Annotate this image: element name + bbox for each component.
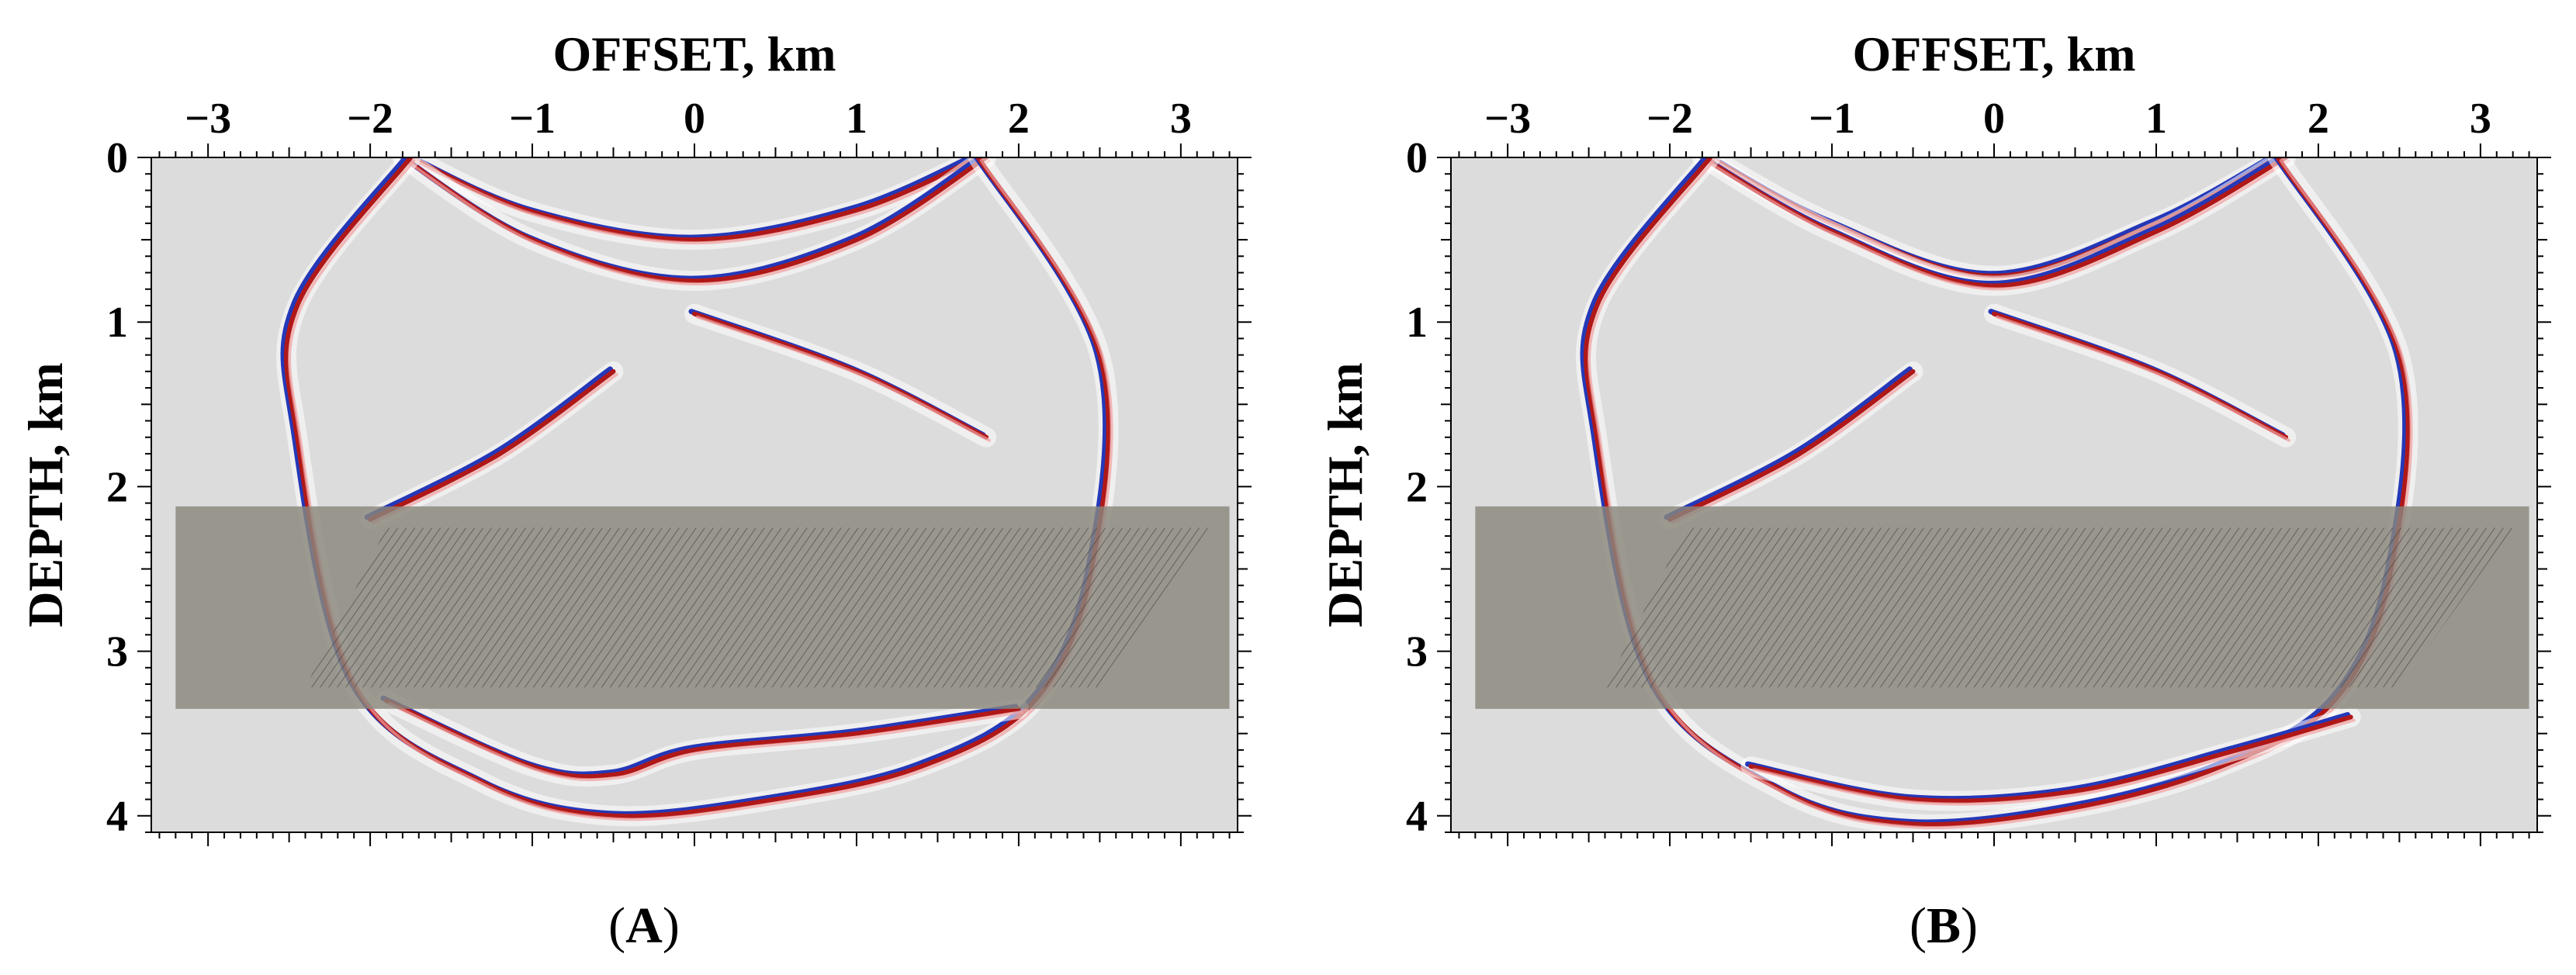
x-tick-label: 1 [2145,95,2167,143]
x-tick-label: −1 [509,95,556,143]
wavefront-sidelobe [403,159,992,286]
wavefront-6 [1660,361,1923,530]
x-axis-title: OFFSET, km [552,26,836,81]
wavefront-3 [1576,157,2418,832]
caption-open: ( [1909,897,1927,954]
x-tick-label: 0 [684,95,705,143]
x-tick-label: 0 [1983,95,2005,143]
x-tick-label: −2 [347,95,393,143]
wavefront-sidelobe [1587,159,2413,829]
wavefront-positive [1584,157,2411,827]
hatched-zone [1605,527,2513,688]
x-tick-label: −2 [1646,95,1693,143]
caption-close: ) [1961,897,1978,954]
panel-caption: (A) [608,897,680,954]
y-tick-label: 4 [1406,793,1428,841]
x-tick-label: 2 [2308,95,2329,143]
wavefront-sidelobe [388,702,1023,782]
wavefront-positive [408,157,981,243]
x-axis: −3 −2 −1 0 1 2 3 OFFSET, km [1458,26,2530,846]
plot-area [175,157,1230,827]
x-axis-title: OFFSET, km [1852,26,2135,81]
wavefront-negative [280,157,1109,817]
wavefront-positive [368,368,616,522]
panel-caption: (B) [1909,897,1978,954]
wavefront-5 [684,303,997,448]
y-axis-title: DEPTH, km [18,362,73,627]
y-tick-label: 2 [106,463,128,511]
caption-open: ( [608,897,625,954]
x-axis: −3 −2 −1 0 1 2 3 OFFSET, km [158,26,1231,846]
wavefront-sidelobe [1752,718,2356,806]
plot-area [1475,157,2529,832]
wavefront-2 [1691,157,2297,296]
x-tick-label: −3 [185,95,231,143]
x-tick-label: −3 [1484,95,1531,143]
x-tick-label: 2 [1008,95,1030,143]
wavefront-4 [1740,707,2361,811]
wavefront-2 [392,157,997,292]
wavefront-negative [1664,366,1913,520]
y-tick-label: 2 [1406,463,1428,511]
panel-b: −3 −2 −1 0 1 2 3 OFFSET, km 0 1 2 3 4 DEPTH, km (B) [1317,26,2551,954]
wavefront-positive [1748,714,2353,804]
wavefront-1 [400,157,989,251]
wavefront-4 [376,690,1029,787]
wavefront-5 [1984,303,2297,448]
x-tick-label: 1 [846,95,867,143]
caption-label: A [625,897,663,954]
caption-close: ) [663,897,680,954]
x-tick-label: 3 [1170,95,1192,143]
wavefront-positive [284,157,1111,819]
y-tick-label: 0 [106,134,128,182]
y-tick-label: 1 [106,299,128,347]
x-tick-label: −1 [1809,95,1855,143]
y-axis: 0 1 2 3 4 DEPTH, km [18,134,1252,841]
panel-a: −3 −2 −1 0 1 2 3 OFFSET, km 0 1 2 3 4 DEPTH, km (A) [18,26,1252,954]
y-tick-label: 4 [106,793,128,841]
wavefront-sidelobe [696,315,992,442]
y-tick-label: 3 [1406,628,1428,676]
caption-label: B [1927,897,1961,954]
y-tick-label: 0 [1406,134,1428,182]
wavefront-positive [1667,368,1916,522]
y-tick-label: 3 [106,628,128,676]
y-axis-title: DEPTH, km [1317,362,1373,627]
x-tick-label: 3 [2470,95,2491,143]
y-tick-label: 1 [1406,299,1428,347]
wavefront-sidelobe [412,159,983,245]
wavefront-sidelobe [1996,315,2291,442]
y-axis: 0 1 2 3 4 DEPTH, km [1317,134,2551,841]
wavefront-sidelobe [288,159,1113,821]
wavefront-negative [1580,157,2408,825]
hatched-zone [305,527,1214,688]
wavefront-3 [276,157,1119,827]
wavefront-sidelobe [1703,159,2291,291]
wavefront-negative [364,366,613,520]
